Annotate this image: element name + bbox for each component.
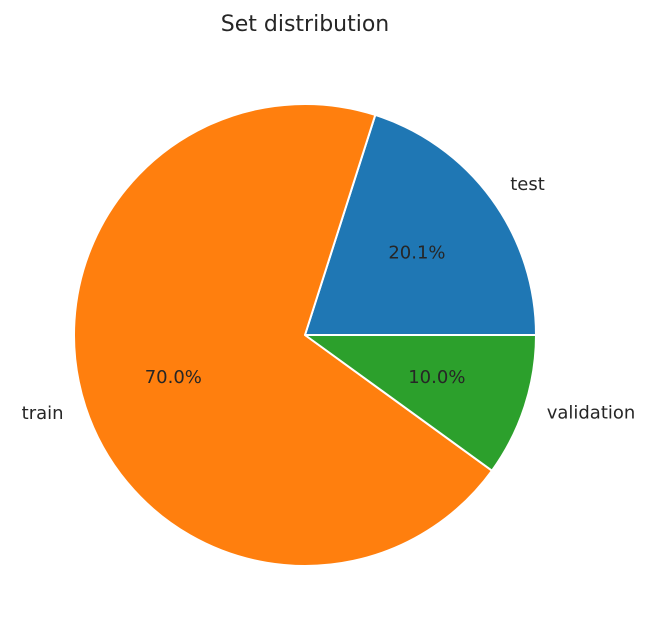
pct-label-test: 20.1% (388, 242, 445, 263)
chart-title: Set distribution (220, 12, 390, 37)
slice-label-test: test (510, 174, 545, 195)
slice-label-train: train (22, 403, 64, 424)
pie-slice-train (73, 103, 493, 567)
slice-label-validation: validation (547, 402, 636, 423)
pct-label-validation: 10.0% (408, 367, 465, 388)
pct-label-train: 70.0% (145, 367, 202, 388)
pie-slice-test (304, 113, 537, 336)
pie-slice-validation (304, 334, 537, 472)
